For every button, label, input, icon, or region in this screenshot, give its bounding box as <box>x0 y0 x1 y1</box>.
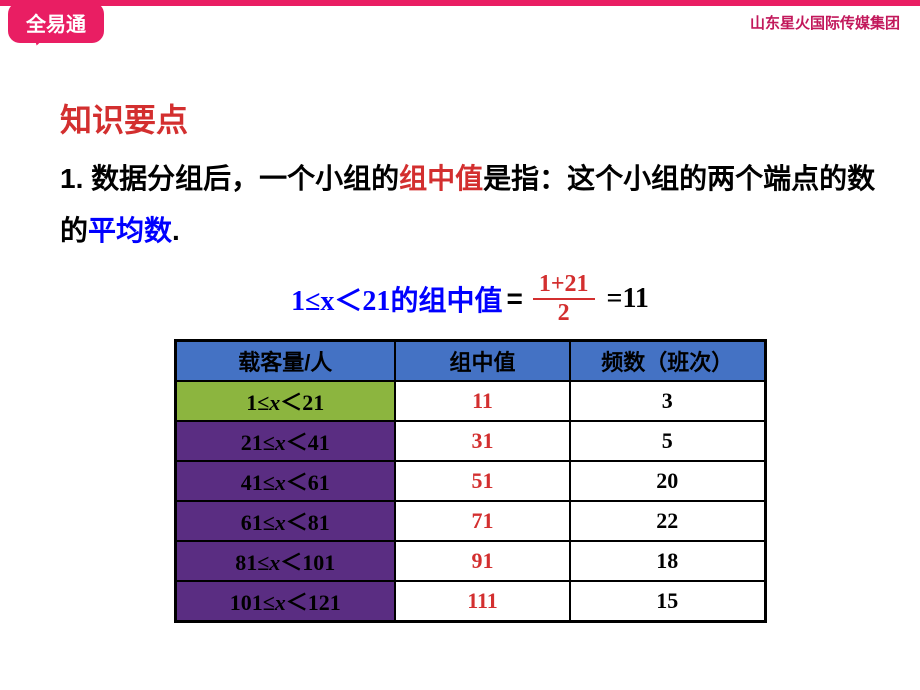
formula-equals: = <box>506 283 522 315</box>
range-cell: 61≤x＜81 <box>175 501 395 541</box>
frequency-cell: 3 <box>570 381 765 421</box>
frequency-cell: 22 <box>570 501 765 541</box>
table-row: 41≤x＜615120 <box>175 461 765 501</box>
formula-label: 的组中值 <box>390 279 502 319</box>
para-suffix: . <box>172 215 180 246</box>
para-prefix: 1. 数据分组后，一个小组的 <box>60 163 399 194</box>
midpoint-cell: 51 <box>395 461 570 501</box>
fraction-denominator: 2 <box>552 300 576 327</box>
para-blue-term: 平均数 <box>88 215 172 246</box>
formula-range: 1≤x＜21 <box>291 279 390 319</box>
midpoint-cell: 91 <box>395 541 570 581</box>
table-row: 21≤x＜41315 <box>175 421 765 461</box>
range-cell: 101≤x＜121 <box>175 581 395 622</box>
section-title: 知识要点 <box>60 95 880 141</box>
midpoint-formula: 1≤x＜21 的组中值 = 1+21 2 =11 <box>60 271 880 327</box>
midpoint-cell: 31 <box>395 421 570 461</box>
formula-fraction: 1+21 2 <box>533 271 595 327</box>
top-stripe <box>0 0 920 6</box>
frequency-table: 载客量/人 组中值 频数（班次） 1≤x＜2111321≤x＜4131541≤x… <box>174 339 767 623</box>
fraction-numerator: 1+21 <box>533 271 595 300</box>
frequency-cell: 20 <box>570 461 765 501</box>
range-cell: 21≤x＜41 <box>175 421 395 461</box>
company-name: 山东星火国际传媒集团 <box>750 12 900 33</box>
frequency-cell: 15 <box>570 581 765 622</box>
midpoint-cell: 71 <box>395 501 570 541</box>
frequency-cell: 5 <box>570 421 765 461</box>
para-red-term: 组中值 <box>399 163 483 194</box>
th-range: 载客量/人 <box>175 340 395 381</box>
definition-paragraph: 1. 数据分组后，一个小组的组中值是指：这个小组的两个端点的数的平均数. <box>60 153 880 257</box>
th-frequency: 频数（班次） <box>570 340 765 381</box>
table-row: 61≤x＜817122 <box>175 501 765 541</box>
table-header-row: 载客量/人 组中值 频数（班次） <box>175 340 765 381</box>
range-cell: 41≤x＜61 <box>175 461 395 501</box>
formula-result: =11 <box>607 283 649 315</box>
midpoint-cell: 11 <box>395 381 570 421</box>
brand-logo: 全易通 <box>8 2 104 43</box>
table-body: 1≤x＜2111321≤x＜4131541≤x＜61512061≤x＜81712… <box>175 381 765 622</box>
range-cell: 81≤x＜101 <box>175 541 395 581</box>
midpoint-cell: 111 <box>395 581 570 622</box>
table-row: 81≤x＜1019118 <box>175 541 765 581</box>
slide-content: 知识要点 1. 数据分组后，一个小组的组中值是指：这个小组的两个端点的数的平均数… <box>60 95 880 623</box>
th-midpoint: 组中值 <box>395 340 570 381</box>
frequency-cell: 18 <box>570 541 765 581</box>
table-row: 101≤x＜12111115 <box>175 581 765 622</box>
range-cell: 1≤x＜21 <box>175 381 395 421</box>
table-row: 1≤x＜21113 <box>175 381 765 421</box>
